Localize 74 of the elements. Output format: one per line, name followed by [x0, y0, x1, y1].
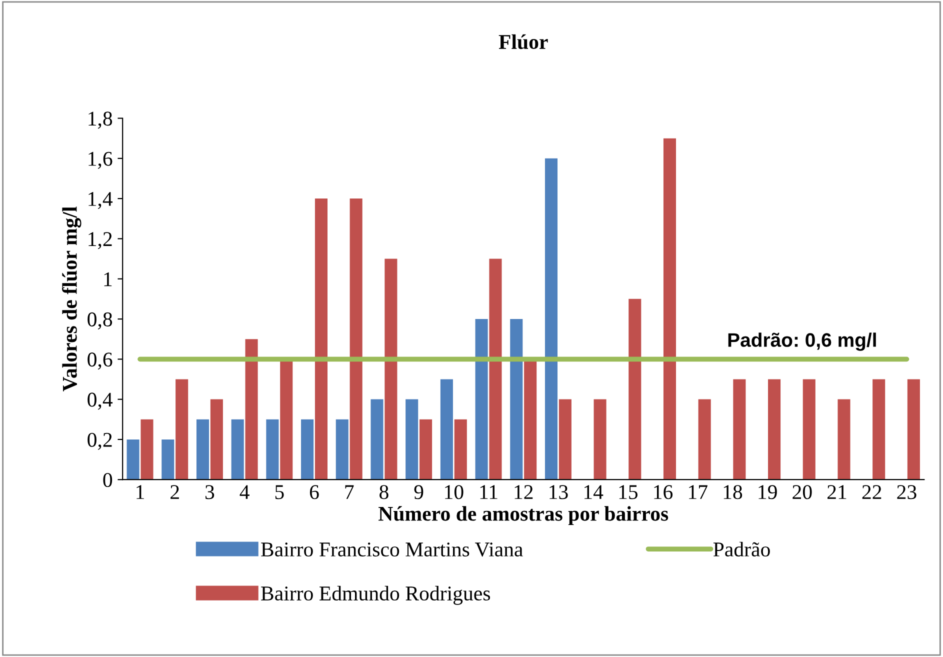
y-tick-label: 1,4: [88, 192, 113, 209]
bar: [594, 399, 606, 480]
bar: [733, 379, 746, 480]
x-tick-label: 16: [654, 485, 673, 500]
bar: [162, 439, 174, 480]
bar: [872, 379, 886, 480]
x-tick-label: 4: [240, 485, 250, 499]
x-tick-label: 5: [275, 485, 284, 500]
x-tick-label: 20: [792, 485, 812, 500]
bar: [370, 399, 384, 480]
y-tick-label: 1: [104, 272, 112, 286]
x-tick-label: 6: [310, 485, 319, 500]
bar: [301, 419, 314, 480]
bar: [336, 419, 348, 480]
x-tick-label: 22: [862, 485, 882, 499]
bar: [266, 419, 279, 480]
bar: [802, 379, 816, 480]
x-tick-label: 17: [689, 485, 708, 499]
bar: [558, 399, 572, 480]
bar: [384, 258, 398, 480]
bar: [314, 198, 328, 480]
bar: [350, 198, 362, 480]
legend-label: Bairro Edmundo Rodrigues: [261, 586, 490, 605]
bar: [176, 379, 188, 480]
annotation: Padrão: 0,6 mg/l: [728, 332, 876, 351]
x-tick-label: 14: [584, 485, 604, 499]
bar: [663, 138, 676, 480]
x-tick-label: 21: [828, 485, 846, 499]
bar: [454, 419, 467, 480]
bar: [510, 319, 523, 480]
y-axis-title: Valores de flúor mg/l: [62, 206, 82, 392]
x-tick-label: 11: [480, 485, 498, 499]
y-tick-label: 1,6: [88, 152, 112, 169]
bar: [698, 399, 711, 480]
bar: [475, 319, 488, 480]
bar: [768, 379, 781, 480]
y-tick-label: 0,8: [88, 312, 112, 330]
y-tick-label: 0: [103, 472, 112, 488]
x-tick-label: 13: [550, 485, 568, 500]
x-tick-label: 19: [758, 485, 777, 500]
x-tick-label: 3: [206, 485, 214, 500]
bar: [907, 379, 920, 480]
x-tick-label: 1: [136, 485, 144, 499]
x-tick-label: 7: [345, 485, 354, 499]
bar: [838, 399, 850, 480]
x-axis-title: Número de amostras por bairros: [378, 506, 668, 526]
x-tick-label: 10: [445, 485, 464, 500]
chart-title: Flúor: [498, 34, 548, 50]
legend-label: Padrão: [713, 542, 770, 557]
bar: [489, 258, 502, 480]
x-tick-label: 23: [897, 485, 916, 500]
bar: [231, 419, 244, 480]
x-tick-label: 18: [724, 485, 742, 500]
bar: [544, 158, 558, 480]
bar: [628, 298, 642, 480]
x-tick-label: 9: [414, 485, 424, 500]
bar: [196, 419, 210, 480]
x-tick-label: 15: [619, 485, 638, 500]
y-tick-label: 1,2: [88, 232, 112, 250]
bar: [406, 399, 418, 480]
bar: [140, 419, 154, 480]
x-tick-label: 8: [380, 485, 388, 500]
y-tick-label: 1,8: [88, 112, 112, 129]
bar: [440, 379, 453, 480]
y-tick-label: 0,4: [88, 392, 113, 410]
y-tick-label: 0,2: [88, 432, 112, 450]
x-tick-label: 12: [514, 485, 533, 499]
bar: [126, 439, 140, 480]
bar: [420, 419, 432, 480]
bar: [210, 399, 223, 480]
bar: [245, 339, 258, 480]
x-tick-label: 2: [170, 485, 179, 499]
y-tick-label: 0,6: [88, 352, 112, 370]
legend-label: Bairro Francisco Martins Viana: [261, 542, 523, 557]
